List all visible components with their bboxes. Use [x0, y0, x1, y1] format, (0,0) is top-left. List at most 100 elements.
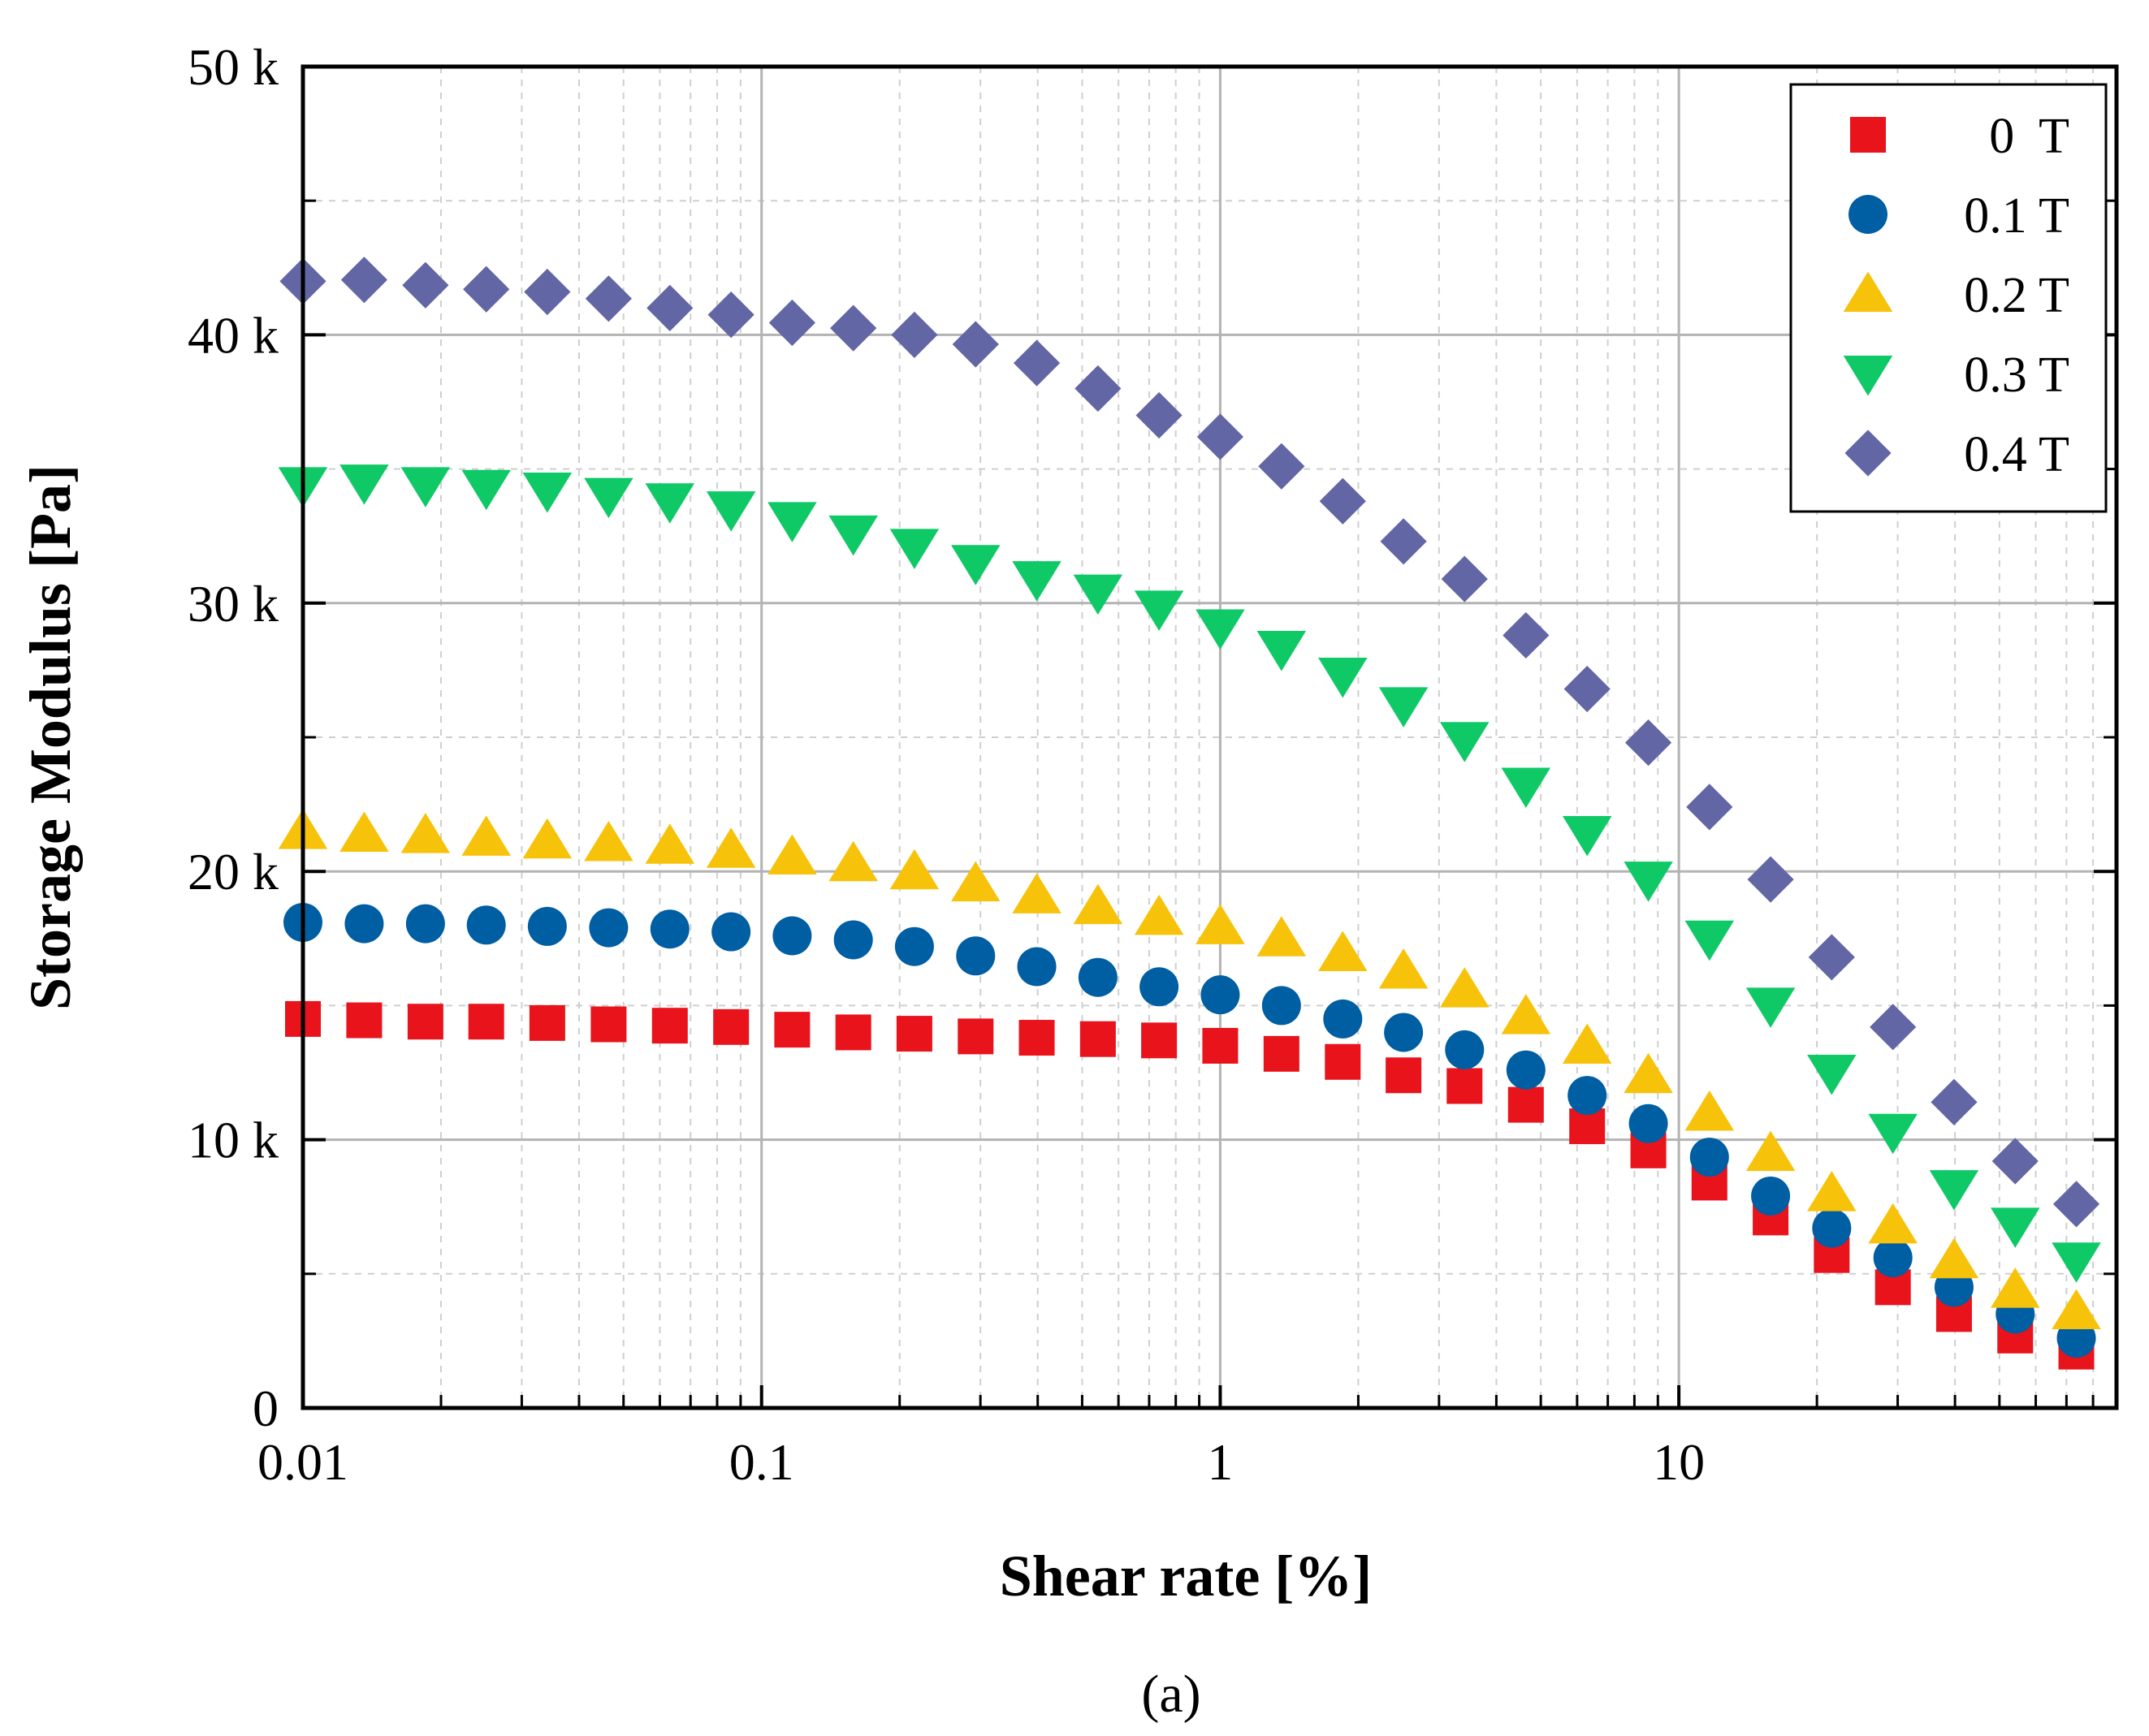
legend-symbol: [1844, 430, 1892, 477]
data-point: [527, 906, 567, 946]
data-point: [1378, 948, 1429, 989]
data-point: [1562, 1023, 1612, 1064]
legend-label: 0 T: [1989, 109, 2069, 164]
data-point: [1745, 1130, 1796, 1172]
data-point: [1386, 1057, 1422, 1094]
data-point: [1562, 815, 1612, 857]
data-point: [1073, 883, 1123, 925]
data-point: [1929, 1237, 1979, 1279]
data-point: [835, 1014, 871, 1051]
data-point: [891, 311, 938, 358]
data-point: [1506, 1050, 1546, 1090]
data-point: [1139, 967, 1179, 1007]
data-point: [707, 291, 755, 339]
data-point: [1689, 1138, 1729, 1177]
data-point: [1446, 1068, 1483, 1104]
legend-symbol: [1850, 117, 1886, 153]
data-point: [1684, 920, 1735, 961]
data-point: [1873, 1237, 1913, 1277]
data-point: [1747, 856, 1794, 903]
data-point: [956, 936, 996, 976]
data-point: [524, 268, 571, 316]
data-point: [1501, 994, 1551, 1034]
figure-caption: (a): [1141, 1665, 1200, 1724]
data-point: [339, 811, 389, 852]
data-point: [1440, 967, 1490, 1008]
data-point: [1931, 1078, 1978, 1125]
data-point: [407, 1004, 443, 1040]
data-point: [1440, 722, 1490, 762]
data-point: [889, 529, 940, 569]
data-point: [894, 926, 934, 966]
data-point: [646, 284, 694, 331]
data-point: [1258, 443, 1305, 490]
x-tick-label: 1: [1207, 1433, 1233, 1491]
data-point: [466, 905, 506, 945]
x-axis-title: Shear rate [%]: [1000, 1544, 1373, 1609]
data-point: [713, 1008, 750, 1045]
data-point: [1929, 1170, 1979, 1211]
data-point: [889, 849, 940, 890]
data-point: [1624, 862, 1673, 902]
data-point: [1378, 687, 1429, 728]
y-tick-label: 30 k: [188, 575, 279, 633]
data-point: [340, 257, 388, 304]
legend-label: 0.4 T: [1964, 427, 2069, 482]
data-point: [1686, 784, 1733, 831]
data-point: [400, 467, 451, 507]
data-point: [589, 908, 629, 948]
data-point: [585, 275, 632, 322]
data-point: [1256, 630, 1307, 672]
x-tick-labels: 0.01 0.1 1 10: [257, 1433, 1705, 1491]
data-point: [1200, 975, 1240, 1015]
data-point: [1991, 1267, 2040, 1308]
data-point: [651, 1008, 688, 1044]
data-point: [584, 477, 633, 519]
data-point: [402, 261, 449, 309]
data-point: [1074, 365, 1122, 412]
data-point: [1624, 1052, 1673, 1094]
data-point: [896, 1016, 932, 1052]
data-point: [1261, 986, 1301, 1026]
data-point: [400, 813, 451, 853]
data-point: [1135, 391, 1183, 439]
data-point: [1445, 1030, 1485, 1069]
series-3: [278, 464, 2101, 1283]
data-point: [339, 464, 389, 505]
data-point: [1991, 1207, 2040, 1248]
data-point: [645, 483, 695, 524]
data-point: [828, 515, 878, 556]
data-point: [1384, 1013, 1424, 1052]
data-point: [1563, 665, 1611, 713]
data-point: [1018, 1020, 1055, 1056]
data-point: [1318, 658, 1368, 698]
data-point: [1507, 1086, 1544, 1123]
legend-label: 0.2 T: [1964, 268, 2069, 323]
data-point: [590, 1006, 627, 1043]
legend-symbol: [1848, 195, 1887, 234]
data-point: [1078, 957, 1118, 997]
legend-label: 0.1 T: [1964, 188, 2069, 244]
data-point: [1196, 413, 1244, 460]
data-point: [2052, 1289, 2101, 1330]
data-point: [344, 904, 384, 944]
data-point: [2052, 1181, 2100, 1228]
y-tick-label: 10 k: [188, 1112, 279, 1169]
data-point: [711, 912, 751, 952]
data-point: [1013, 339, 1061, 386]
data-point: [768, 299, 815, 347]
data-point: [1870, 1004, 1917, 1051]
data-point: [1812, 1208, 1852, 1248]
data-point: [768, 502, 817, 542]
series-2: [278, 809, 2101, 1330]
data-point: [1807, 1171, 1857, 1211]
data-point: [1501, 767, 1551, 808]
data-point: [774, 1012, 811, 1048]
legend-label: 0.3 T: [1964, 348, 2069, 403]
data-point: [1134, 590, 1184, 631]
data-point: [529, 1004, 565, 1041]
data-point: [1868, 1113, 1918, 1155]
y-tick-labels: 0 10 k 20 k 30 k 40 k 50 k: [188, 38, 279, 1437]
data-points: [278, 257, 2101, 1370]
